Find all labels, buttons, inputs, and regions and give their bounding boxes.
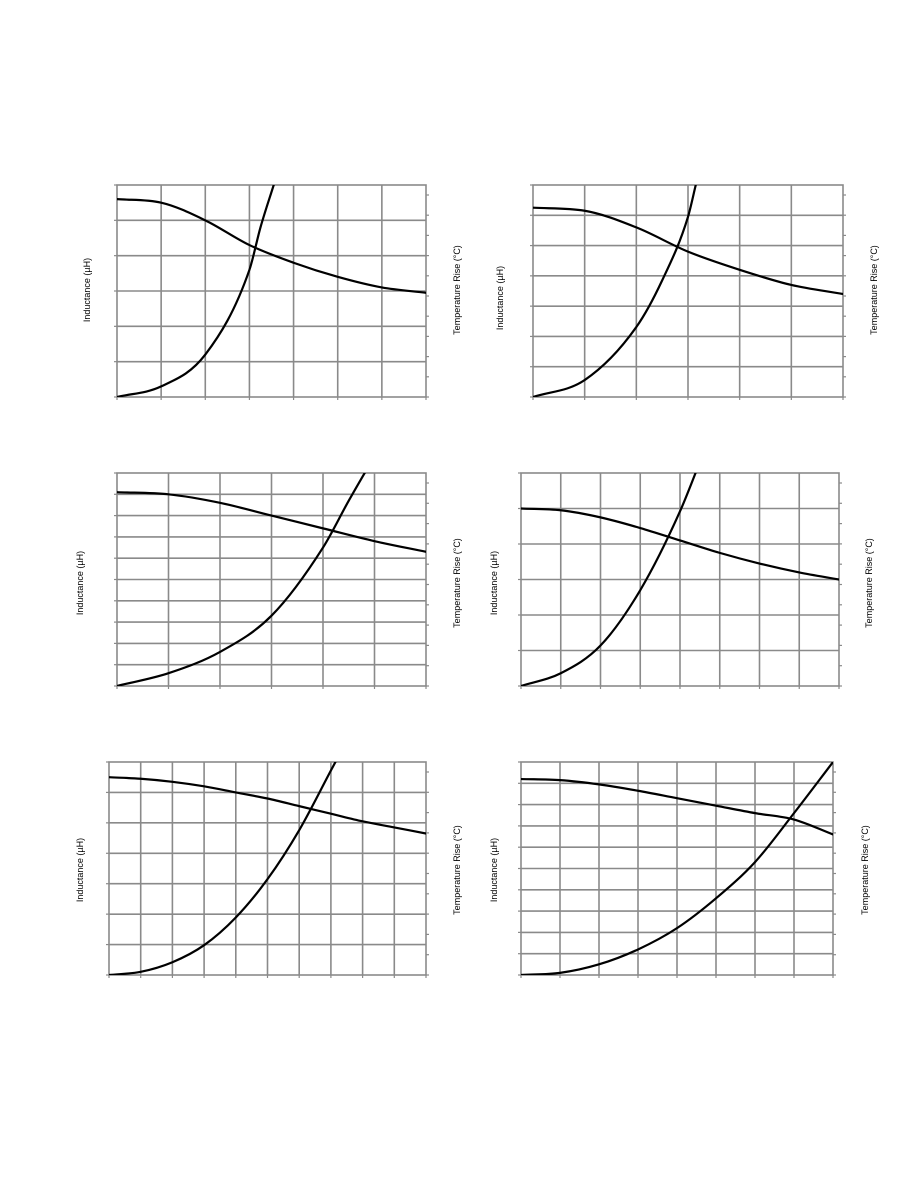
inductance-curve: [117, 198, 426, 294]
chart-6: Inductance (µH) Temperature Rise (°C): [489, 761, 870, 978]
y-axis-label-inductance: Inductance (µH): [75, 551, 85, 615]
y-axis-label-temperature: Temperature Rise (°C): [452, 825, 462, 915]
y-axis-label-inductance: Inductance (µH): [75, 838, 85, 902]
y-axis-label-temperature: Temperature Rise (°C): [452, 245, 462, 335]
temperature-curve: [117, 473, 366, 686]
chart-5: Inductance (µH) Temperature Rise (°C): [75, 761, 462, 978]
inductance-curve: [521, 777, 833, 836]
y-axis-label-temperature: Temperature Rise (°C): [864, 538, 874, 628]
y-axis-label-temperature: Temperature Rise (°C): [452, 538, 462, 628]
y-axis-label-inductance: Inductance (µH): [495, 266, 505, 330]
inductance-curve: [109, 776, 426, 835]
temperature-curve: [533, 185, 697, 397]
y-axis-label-inductance: Inductance (µH): [489, 838, 499, 902]
inductance-curve: [521, 507, 839, 581]
temperature-curve: [109, 762, 337, 975]
temperature-curve: [521, 762, 833, 975]
chart-4: Inductance (µH) Temperature Rise (°C): [489, 472, 874, 689]
chart-1: Inductance (µH) Temperature Rise (°C): [82, 184, 462, 400]
temperature-curve: [117, 185, 275, 397]
inductance-curve: [117, 491, 426, 553]
chart-2: Inductance (µH) Temperature Rise (°C): [495, 184, 879, 400]
inductance-curve: [533, 206, 843, 296]
temperature-curve: [521, 473, 697, 686]
y-axis-label-inductance: Inductance (µH): [489, 551, 499, 615]
y-axis-label-temperature: Temperature Rise (°C): [869, 245, 879, 335]
chart-3: Inductance (µH) Temperature Rise (°C): [75, 472, 462, 689]
y-axis-label-temperature: Temperature Rise (°C): [860, 825, 870, 915]
y-axis-label-inductance: Inductance (µH): [82, 258, 92, 322]
